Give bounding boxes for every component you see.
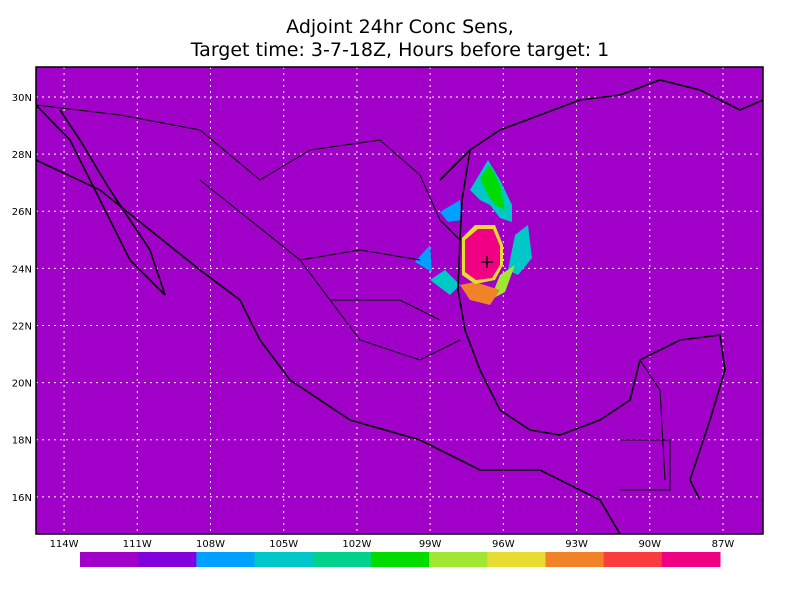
y-tick-label: 26N: [12, 207, 32, 218]
x-tick-label: 114W: [50, 539, 79, 550]
x-tick-label: 87W: [712, 539, 735, 550]
x-tick-label: 99W: [419, 539, 442, 550]
contour: [460, 282, 500, 305]
us-border: [35, 104, 461, 241]
x-tick-label: 93W: [565, 539, 588, 550]
colorbar-box: [545, 552, 605, 567]
colorbar-box: [196, 552, 256, 567]
colorbar: [80, 552, 721, 567]
subtitle: Target time: 3-7-18Z, Hours before targe…: [190, 39, 610, 61]
colorbar-box: [370, 552, 430, 567]
x-tick-label: 111W: [123, 539, 152, 550]
y-tick-label: 28N: [12, 150, 32, 161]
baja-california: [35, 104, 166, 296]
pacific-coast: [35, 159, 621, 535]
y-tick-label: 20N: [12, 379, 32, 390]
contour: [508, 225, 532, 275]
coastlines: [35, 79, 764, 535]
mexico-gulf-coast: [457, 149, 726, 501]
colorbar-box: [312, 552, 372, 567]
contour: [415, 245, 432, 272]
state-borders: [199, 179, 671, 491]
colorbar-box: [429, 552, 488, 567]
y-tick-label: 16N: [12, 493, 32, 504]
colorbar-box: [487, 552, 546, 567]
colorbar-box: [80, 552, 139, 567]
colorbar-box: [661, 552, 721, 567]
sensitivity-field: [415, 160, 532, 305]
x-tick-label: 102W: [342, 539, 371, 550]
us-gulf-coast: [439, 79, 764, 181]
title: Adjoint 24hr Conc Sens,: [286, 16, 514, 38]
colorbar-box: [254, 552, 314, 567]
contour: [480, 165, 505, 210]
x-tick-label: 96W: [492, 539, 515, 550]
y-tick-label: 24N: [12, 264, 32, 275]
grid: [36, 67, 763, 534]
x-tick-label: 108W: [196, 539, 225, 550]
x-tick-label: 90W: [638, 539, 661, 550]
y-tick-label: 22N: [12, 321, 32, 332]
target-marker: [481, 256, 493, 268]
contour: [440, 200, 462, 222]
contour: [430, 270, 460, 295]
contour: [465, 229, 500, 280]
y-tick-label: 30N: [12, 93, 32, 104]
y-tick-label: 18N: [12, 436, 32, 447]
x-tick-label: 105W: [269, 539, 298, 550]
colorbar-box: [138, 552, 197, 567]
frame: [35, 66, 764, 535]
colorbar-box: [603, 552, 663, 567]
